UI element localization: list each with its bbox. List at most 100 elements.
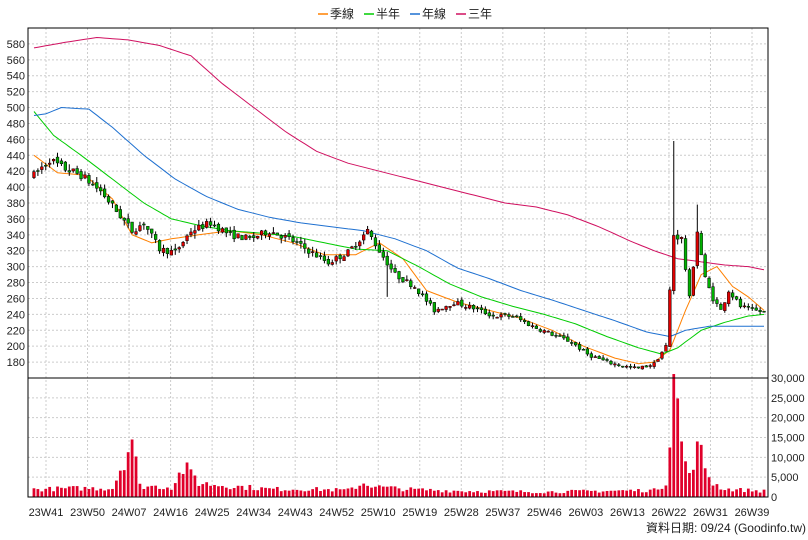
volume-bar: [574, 490, 578, 497]
volume-tick-label: 25,000: [771, 393, 805, 405]
volume-bar: [621, 490, 625, 497]
volume-bar: [279, 491, 283, 497]
volume-axis-ticks: 0 5,000 10,000 15,000 20,000 25,000 30,000: [771, 373, 805, 504]
candle: [177, 246, 181, 253]
volume-bar: [425, 490, 428, 497]
candle: [87, 172, 91, 187]
volume-bar: [67, 486, 71, 497]
candle: [507, 312, 511, 320]
volume-bar: [762, 489, 766, 497]
volume-bar: [413, 488, 417, 497]
candle: [205, 218, 209, 229]
candle: [263, 229, 268, 239]
volume-bar: [440, 492, 444, 497]
candle: [165, 247, 170, 259]
volume-bar: [283, 490, 287, 497]
candle: [95, 177, 99, 193]
volume-bar: [370, 487, 373, 497]
volume-bar: [146, 486, 150, 497]
candle: [625, 364, 629, 369]
candle: [189, 227, 193, 238]
volume-bar: [213, 484, 216, 497]
volume-bar: [739, 488, 742, 497]
candle: [727, 290, 731, 307]
legend-label: 半年: [376, 7, 400, 21]
volume-bar: [275, 486, 279, 497]
volume-bar: [699, 444, 703, 497]
volume-bar: [743, 492, 746, 497]
price-tick-label: 280: [7, 278, 25, 290]
volume-bar: [695, 441, 699, 497]
volume-bar: [589, 490, 593, 497]
volume-bar: [103, 490, 106, 497]
candle: [534, 324, 539, 330]
price-tick-label: 300: [7, 262, 25, 274]
candle: [605, 357, 609, 363]
candle: [228, 226, 232, 236]
volume-bar: [656, 489, 660, 497]
candle: [236, 233, 240, 239]
candle: [695, 204, 699, 269]
volume-bar: [495, 490, 499, 497]
candle: [267, 232, 272, 240]
candle: [169, 245, 173, 256]
candle: [248, 234, 252, 241]
volume-bar: [134, 456, 138, 497]
candle: [271, 227, 276, 234]
candle: [554, 332, 558, 339]
x-axis-ticks: 23W41 23W50 24W07 24W16 24W25 24W34 24W43 24W52…: [29, 507, 770, 519]
candle: [550, 330, 554, 337]
price-grid: [28, 28, 768, 497]
volume-bar: [115, 480, 118, 497]
volume-bar: [122, 470, 126, 497]
x-tick-label: 26W39: [735, 507, 770, 519]
volume-bar: [358, 485, 362, 497]
price-tick-label: 400: [7, 182, 25, 194]
candle: [597, 355, 601, 359]
candle: [511, 314, 515, 318]
candle: [110, 200, 115, 209]
candle: [613, 361, 617, 368]
candle: [354, 241, 358, 250]
volume-bar: [405, 489, 409, 497]
volume-bar: [366, 485, 369, 497]
volume-bar: [389, 486, 393, 497]
volume-bar: [723, 490, 727, 497]
candle: [566, 333, 570, 342]
volume-bar: [111, 488, 114, 497]
x-tick-label: 24W07: [112, 507, 147, 519]
legend-label: 季線: [330, 6, 354, 21]
candle: [581, 348, 586, 351]
candle: [464, 304, 468, 311]
price-tick-label: 260: [7, 293, 25, 305]
candle: [515, 314, 519, 318]
price-tick-label: 560: [7, 55, 25, 67]
volume-bar: [138, 483, 142, 497]
volume-bar: [272, 488, 275, 497]
volume-bar: [189, 469, 193, 497]
candle: [499, 312, 503, 321]
footer-data-date: 資料日期: 09/24 (Goodinfo.tw): [646, 521, 806, 535]
volume-bar: [640, 492, 644, 497]
candle: [338, 253, 342, 264]
volume-bar: [432, 490, 436, 497]
volume-bar: [334, 488, 338, 497]
candle: [55, 152, 60, 167]
candle: [36, 168, 40, 176]
volume-bar: [32, 488, 36, 497]
volume-bar: [228, 489, 232, 497]
volume-bar: [648, 489, 652, 497]
volume-bar: [150, 485, 154, 497]
candle: [208, 217, 213, 229]
legend-label: 年線: [422, 6, 446, 21]
volume-bar: [95, 490, 99, 497]
volume-bar: [444, 490, 448, 497]
volume-bar: [538, 493, 542, 497]
candle: [365, 225, 370, 235]
candle: [731, 289, 735, 301]
candle: [758, 307, 762, 315]
candle: [67, 164, 71, 176]
volume-bar: [605, 490, 609, 497]
volume-bar: [476, 491, 479, 497]
price-tick-label: 500: [7, 103, 25, 115]
